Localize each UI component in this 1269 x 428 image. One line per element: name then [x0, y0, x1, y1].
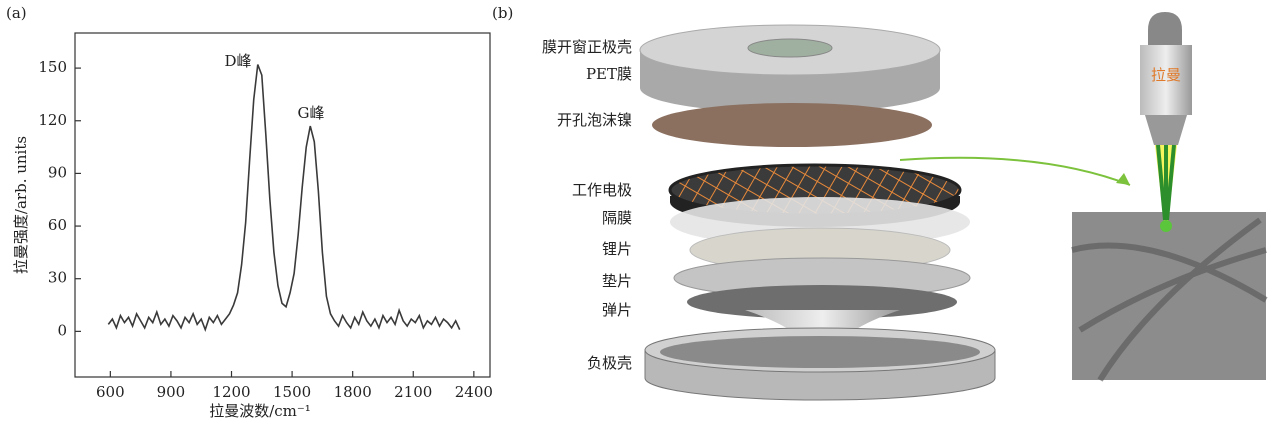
panel-label: (a): [6, 4, 27, 22]
x-axis-label: 拉曼波数/cm⁻¹: [209, 402, 311, 420]
y-tick-label: 120: [38, 111, 67, 129]
layer-label: 锂片: [602, 240, 632, 258]
plot-frame: [75, 33, 490, 377]
annotation: G峰: [298, 104, 325, 122]
x-tick-label: 1200: [212, 383, 250, 401]
y-axis-label: 拉曼强度/arb. units: [12, 136, 30, 274]
y-tick-label: 0: [57, 321, 67, 339]
objective-label: 拉曼: [1151, 66, 1181, 84]
panel-label: (b): [492, 4, 513, 22]
x-tick-label: 1800: [334, 383, 372, 401]
spectrum-line: [108, 65, 459, 330]
layer-label: 开孔泡沫镍: [557, 111, 632, 129]
x-tick-label: 900: [157, 383, 186, 401]
x-tick-label: 2100: [394, 383, 432, 401]
annotation: D峰: [224, 52, 251, 70]
y-tick-label: 150: [38, 58, 67, 76]
layer-label: 负极壳: [587, 354, 632, 372]
figure: (a) 拉曼波数/cm⁻¹ 拉曼强度/arb. units D峰 G峰 (b) …: [0, 0, 1269, 424]
layer-label: PET膜: [586, 65, 632, 83]
layer-label: 弹片: [602, 301, 632, 319]
layer-label: 隔膜: [602, 209, 632, 227]
y-tick-label: 60: [48, 216, 67, 234]
y-tick-label: 30: [48, 269, 67, 287]
x-tick-label: 600: [96, 383, 125, 401]
layer-label: 工作电极: [572, 181, 632, 199]
x-tick-label: 2400: [455, 383, 493, 401]
y-tick-label: 90: [48, 163, 67, 181]
x-tick-label: 1500: [273, 383, 311, 401]
layer-label: 膜开窗正极壳: [542, 38, 632, 56]
layer-label: 垫片: [602, 272, 632, 290]
